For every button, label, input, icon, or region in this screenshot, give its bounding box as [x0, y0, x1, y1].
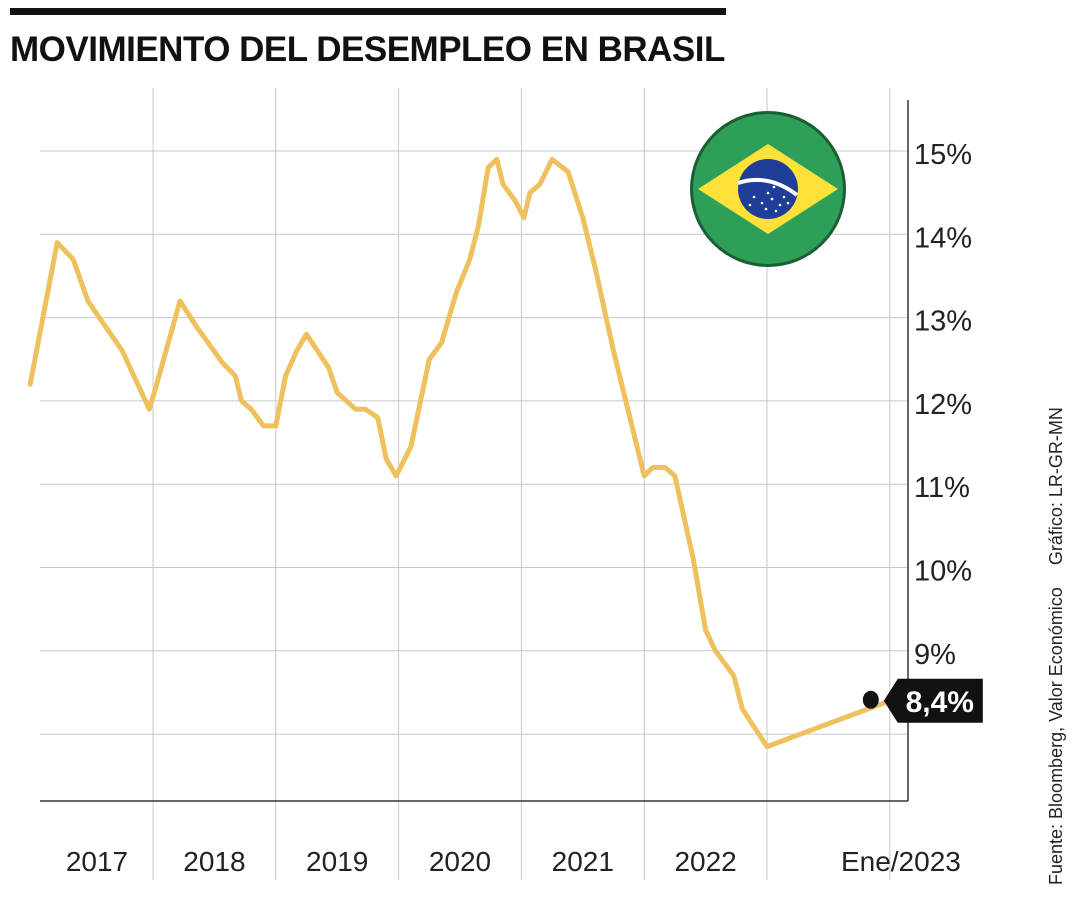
flag-star	[778, 203, 782, 207]
flag-star	[752, 195, 756, 199]
unemployment-line	[27, 156, 893, 750]
flag-star	[748, 203, 752, 207]
last-point-marker	[862, 690, 879, 709]
y-tick-label: 15%	[914, 139, 972, 171]
flag-globe	[738, 159, 798, 219]
y-tick-label: 9%	[914, 639, 956, 671]
y-tick-label: 13%	[914, 306, 972, 338]
y-tick-label: 10%	[914, 556, 972, 588]
y-tick-label: 12%	[914, 389, 972, 421]
value-callout-label: 8,4%	[906, 686, 974, 719]
flag-star	[766, 191, 770, 195]
x-tick-label: 2017	[66, 846, 128, 877]
flag-star	[786, 201, 790, 205]
flag-star	[772, 185, 776, 189]
title-rule	[10, 8, 726, 15]
flag-band	[737, 177, 799, 197]
flag-star	[760, 201, 764, 205]
x-tick-label: Ene/2023	[841, 846, 961, 877]
value-callout	[883, 678, 983, 723]
x-tick-label: 2022	[674, 846, 736, 877]
x-tick-label: 2018	[183, 846, 245, 877]
x-tick-label: 2021	[552, 846, 614, 877]
x-tick-label: 2020	[429, 846, 491, 877]
y-tick-label: 11%	[914, 472, 970, 504]
graphic-credit: Gráfico: LR-GR-MN	[1046, 407, 1066, 566]
y-tick-label: 14%	[914, 222, 972, 254]
flag-star	[782, 195, 786, 199]
source-credit: Fuente: Bloomberg, Valor Económico	[1046, 587, 1066, 885]
chart-title: MOVIMIENTO DEL DESEMPLEO EN BRASIL	[10, 30, 725, 69]
flag-star	[770, 197, 774, 201]
source-note: Fuente: Bloomberg, Valor Económico Gráfic…	[1046, 385, 1067, 885]
flag-star	[764, 207, 768, 211]
brazil-flag-icon	[690, 111, 846, 267]
x-tick-label: 2019	[306, 846, 368, 877]
flag-star	[774, 209, 778, 213]
